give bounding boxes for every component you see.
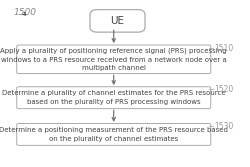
- Text: 1530: 1530: [214, 122, 233, 131]
- FancyBboxPatch shape: [17, 45, 211, 73]
- FancyBboxPatch shape: [17, 124, 211, 145]
- Text: 1520: 1520: [214, 85, 233, 94]
- Text: UE: UE: [110, 16, 124, 26]
- Text: 1500: 1500: [14, 8, 37, 17]
- FancyBboxPatch shape: [90, 10, 145, 32]
- FancyBboxPatch shape: [17, 87, 211, 109]
- Text: Determine a positioning measurement of the PRS resource based
on the plurality o: Determine a positioning measurement of t…: [0, 127, 228, 142]
- Text: Apply a plurality of positioning reference signal (PRS) processing
windows to a : Apply a plurality of positioning referen…: [0, 48, 227, 71]
- Text: Determine a plurality of channel estimates for the PRS resource
based on the plu: Determine a plurality of channel estimat…: [2, 91, 226, 105]
- Text: 1510: 1510: [214, 44, 233, 53]
